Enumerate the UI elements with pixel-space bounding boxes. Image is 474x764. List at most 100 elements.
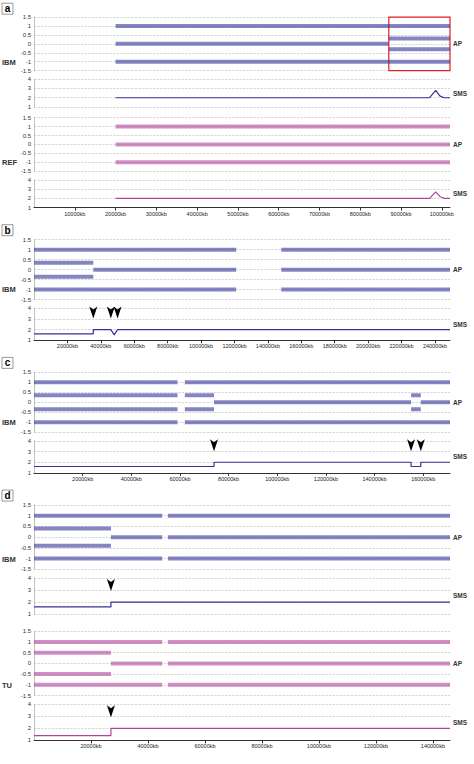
svg-text:0: 0 xyxy=(28,660,32,666)
svg-text:AP: AP xyxy=(453,660,463,667)
svg-text:120000kb: 120000kb xyxy=(364,743,388,749)
svg-text:60000kb: 60000kb xyxy=(169,476,190,482)
svg-text:2: 2 xyxy=(28,599,32,605)
svg-text:200000kb: 200000kb xyxy=(356,343,380,349)
svg-text:1: 1 xyxy=(28,639,32,645)
svg-text:60000kb: 60000kb xyxy=(194,743,215,749)
svg-text:240000kb: 240000kb xyxy=(423,343,447,349)
svg-text:4: 4 xyxy=(28,701,32,707)
svg-text:80000kb: 80000kb xyxy=(350,211,371,217)
svg-text:70000kb: 70000kb xyxy=(309,211,330,217)
svg-text:REF: REF xyxy=(2,158,17,167)
svg-text:d: d xyxy=(4,490,10,501)
svg-text:AP: AP xyxy=(453,141,463,148)
svg-text:IBM: IBM xyxy=(2,58,16,67)
svg-text:0.5: 0.5 xyxy=(23,133,32,139)
svg-text:20000kb: 20000kb xyxy=(105,211,126,217)
svg-text:0.5: 0.5 xyxy=(23,32,32,38)
svg-text:100000kb: 100000kb xyxy=(307,743,331,749)
svg-text:1: 1 xyxy=(28,104,32,110)
svg-text:80000kb: 80000kb xyxy=(218,476,239,482)
svg-text:140000kb: 140000kb xyxy=(362,476,386,482)
svg-text:1.5: 1.5 xyxy=(23,628,32,634)
svg-text:-0.5: -0.5 xyxy=(21,409,32,415)
svg-text:3: 3 xyxy=(28,85,32,91)
svg-text:SMS: SMS xyxy=(453,190,468,197)
svg-text:1: 1 xyxy=(28,470,32,476)
svg-text:1: 1 xyxy=(28,124,32,130)
svg-text:0: 0 xyxy=(28,399,32,405)
svg-text:TU: TU xyxy=(2,681,12,690)
svg-text:50000kb: 50000kb xyxy=(227,211,248,217)
svg-text:1.5: 1.5 xyxy=(23,14,32,20)
svg-text:60000kb: 60000kb xyxy=(268,211,289,217)
svg-text:80000kb: 80000kb xyxy=(157,343,178,349)
svg-text:-1: -1 xyxy=(26,159,32,165)
svg-text:1: 1 xyxy=(28,23,32,29)
svg-text:90000kb: 90000kb xyxy=(391,211,412,217)
svg-text:120000kb: 120000kb xyxy=(314,476,338,482)
svg-text:SMS: SMS xyxy=(453,592,468,599)
svg-text:-1: -1 xyxy=(26,556,32,562)
svg-text:SMS: SMS xyxy=(453,453,468,460)
svg-text:2: 2 xyxy=(28,459,32,465)
svg-text:IBM: IBM xyxy=(2,285,16,294)
svg-text:1: 1 xyxy=(28,247,32,253)
svg-text:2: 2 xyxy=(28,195,32,201)
svg-text:4: 4 xyxy=(28,438,32,444)
svg-text:140000kb: 140000kb xyxy=(256,343,280,349)
svg-text:0.5: 0.5 xyxy=(23,650,32,656)
svg-text:-1.5: -1.5 xyxy=(21,168,32,174)
svg-text:80000kb: 80000kb xyxy=(251,743,272,749)
svg-text:4: 4 xyxy=(28,76,32,82)
svg-text:3: 3 xyxy=(28,449,32,455)
svg-text:140000kb: 140000kb xyxy=(421,743,445,749)
svg-text:40000kb: 40000kb xyxy=(187,211,208,217)
svg-text:40000kb: 40000kb xyxy=(137,743,158,749)
svg-text:20000kb: 20000kb xyxy=(80,743,101,749)
svg-text:-0.5: -0.5 xyxy=(21,671,32,677)
svg-text:4: 4 xyxy=(28,305,32,311)
svg-text:-1.5: -1.5 xyxy=(21,566,32,572)
svg-text:SMS: SMS xyxy=(453,719,468,726)
svg-text:-1.5: -1.5 xyxy=(21,693,32,699)
svg-text:AP: AP xyxy=(453,534,463,541)
svg-text:4: 4 xyxy=(28,177,32,183)
svg-text:SMS: SMS xyxy=(453,321,468,328)
svg-text:-0.5: -0.5 xyxy=(21,545,32,551)
svg-text:-1: -1 xyxy=(26,287,32,293)
svg-text:100000kb: 100000kb xyxy=(189,343,213,349)
svg-text:40000kb: 40000kb xyxy=(90,343,111,349)
svg-text:2: 2 xyxy=(28,95,32,101)
svg-text:-0.5: -0.5 xyxy=(21,277,32,283)
svg-text:-0.5: -0.5 xyxy=(21,150,32,156)
svg-text:160000kb: 160000kb xyxy=(411,476,435,482)
svg-text:160000kb: 160000kb xyxy=(289,343,313,349)
svg-text:120000kb: 120000kb xyxy=(222,343,246,349)
svg-text:AP: AP xyxy=(453,266,463,273)
svg-text:0: 0 xyxy=(28,267,32,273)
svg-text:20000kb: 20000kb xyxy=(57,343,78,349)
svg-text:-1: -1 xyxy=(26,682,32,688)
svg-text:4: 4 xyxy=(28,575,32,581)
svg-text:1: 1 xyxy=(28,611,32,617)
svg-text:-1.5: -1.5 xyxy=(21,429,32,435)
svg-text:-1: -1 xyxy=(26,419,32,425)
svg-text:20000kb: 20000kb xyxy=(72,476,93,482)
svg-text:SMS: SMS xyxy=(453,90,468,97)
svg-text:1: 1 xyxy=(28,513,32,519)
svg-text:3: 3 xyxy=(28,316,32,322)
svg-text:3: 3 xyxy=(28,587,32,593)
svg-text:c: c xyxy=(5,357,11,368)
svg-text:-0.5: -0.5 xyxy=(21,50,32,56)
svg-text:220000kb: 220000kb xyxy=(389,343,413,349)
svg-text:10000kb: 10000kb xyxy=(64,211,85,217)
svg-text:40000kb: 40000kb xyxy=(121,476,142,482)
svg-text:0.5: 0.5 xyxy=(23,389,32,395)
svg-text:1.5: 1.5 xyxy=(23,502,32,508)
svg-text:0.5: 0.5 xyxy=(23,257,32,263)
svg-text:100000kb: 100000kb xyxy=(265,476,289,482)
svg-text:0: 0 xyxy=(28,41,32,47)
svg-text:2: 2 xyxy=(28,327,32,333)
svg-text:1: 1 xyxy=(28,737,32,743)
